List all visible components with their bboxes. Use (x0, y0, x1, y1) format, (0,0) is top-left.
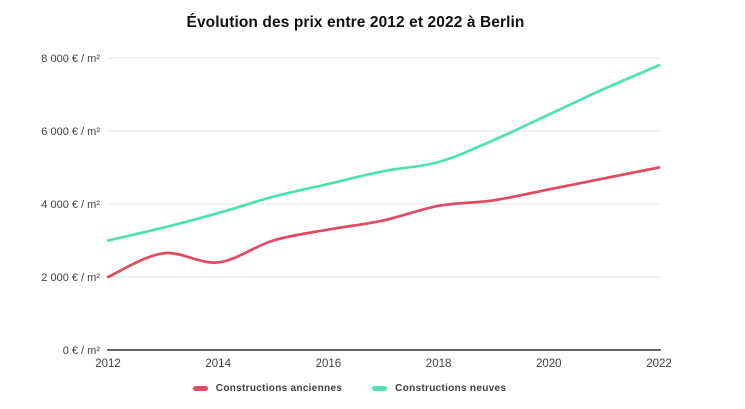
x-tick-label: 2012 (95, 358, 121, 370)
series-line-constructions-neuves[interactable] (106, 63, 661, 242)
y-tick-label: 2 000 € / m² (41, 272, 100, 284)
y-tick-label: 6 000 € / m² (41, 126, 100, 138)
x-tick-label: 2014 (205, 358, 231, 370)
legend-label-constructions-neuves: Constructions neuves (395, 383, 507, 394)
y-tick-label: 4 000 € / m² (41, 199, 100, 211)
y-tick-label: 0 € / m² (63, 345, 101, 357)
x-tick-label: 2018 (426, 358, 452, 370)
chart-title: Évolution des prix entre 2012 et 2022 à … (186, 14, 525, 31)
legend-item-constructions-anciennes: Constructions anciennes (192, 383, 343, 394)
x-tick-label: 2022 (646, 358, 672, 370)
y-tick-label: 8 000 € / m² (41, 53, 100, 65)
x-tick-label: 2020 (536, 358, 562, 370)
chart-legend: Constructions anciennes Constructions ne… (0, 383, 745, 394)
legend-swatch-anciennes-icon (192, 386, 208, 391)
legend-label-constructions-anciennes: Constructions anciennes (215, 383, 343, 394)
x-tick-label: 2016 (316, 358, 342, 370)
legend-item-constructions-neuves: Constructions neuves (372, 383, 506, 394)
legend-swatch-neuves-icon (372, 386, 388, 391)
series-line-constructions-anciennes[interactable] (106, 166, 661, 279)
